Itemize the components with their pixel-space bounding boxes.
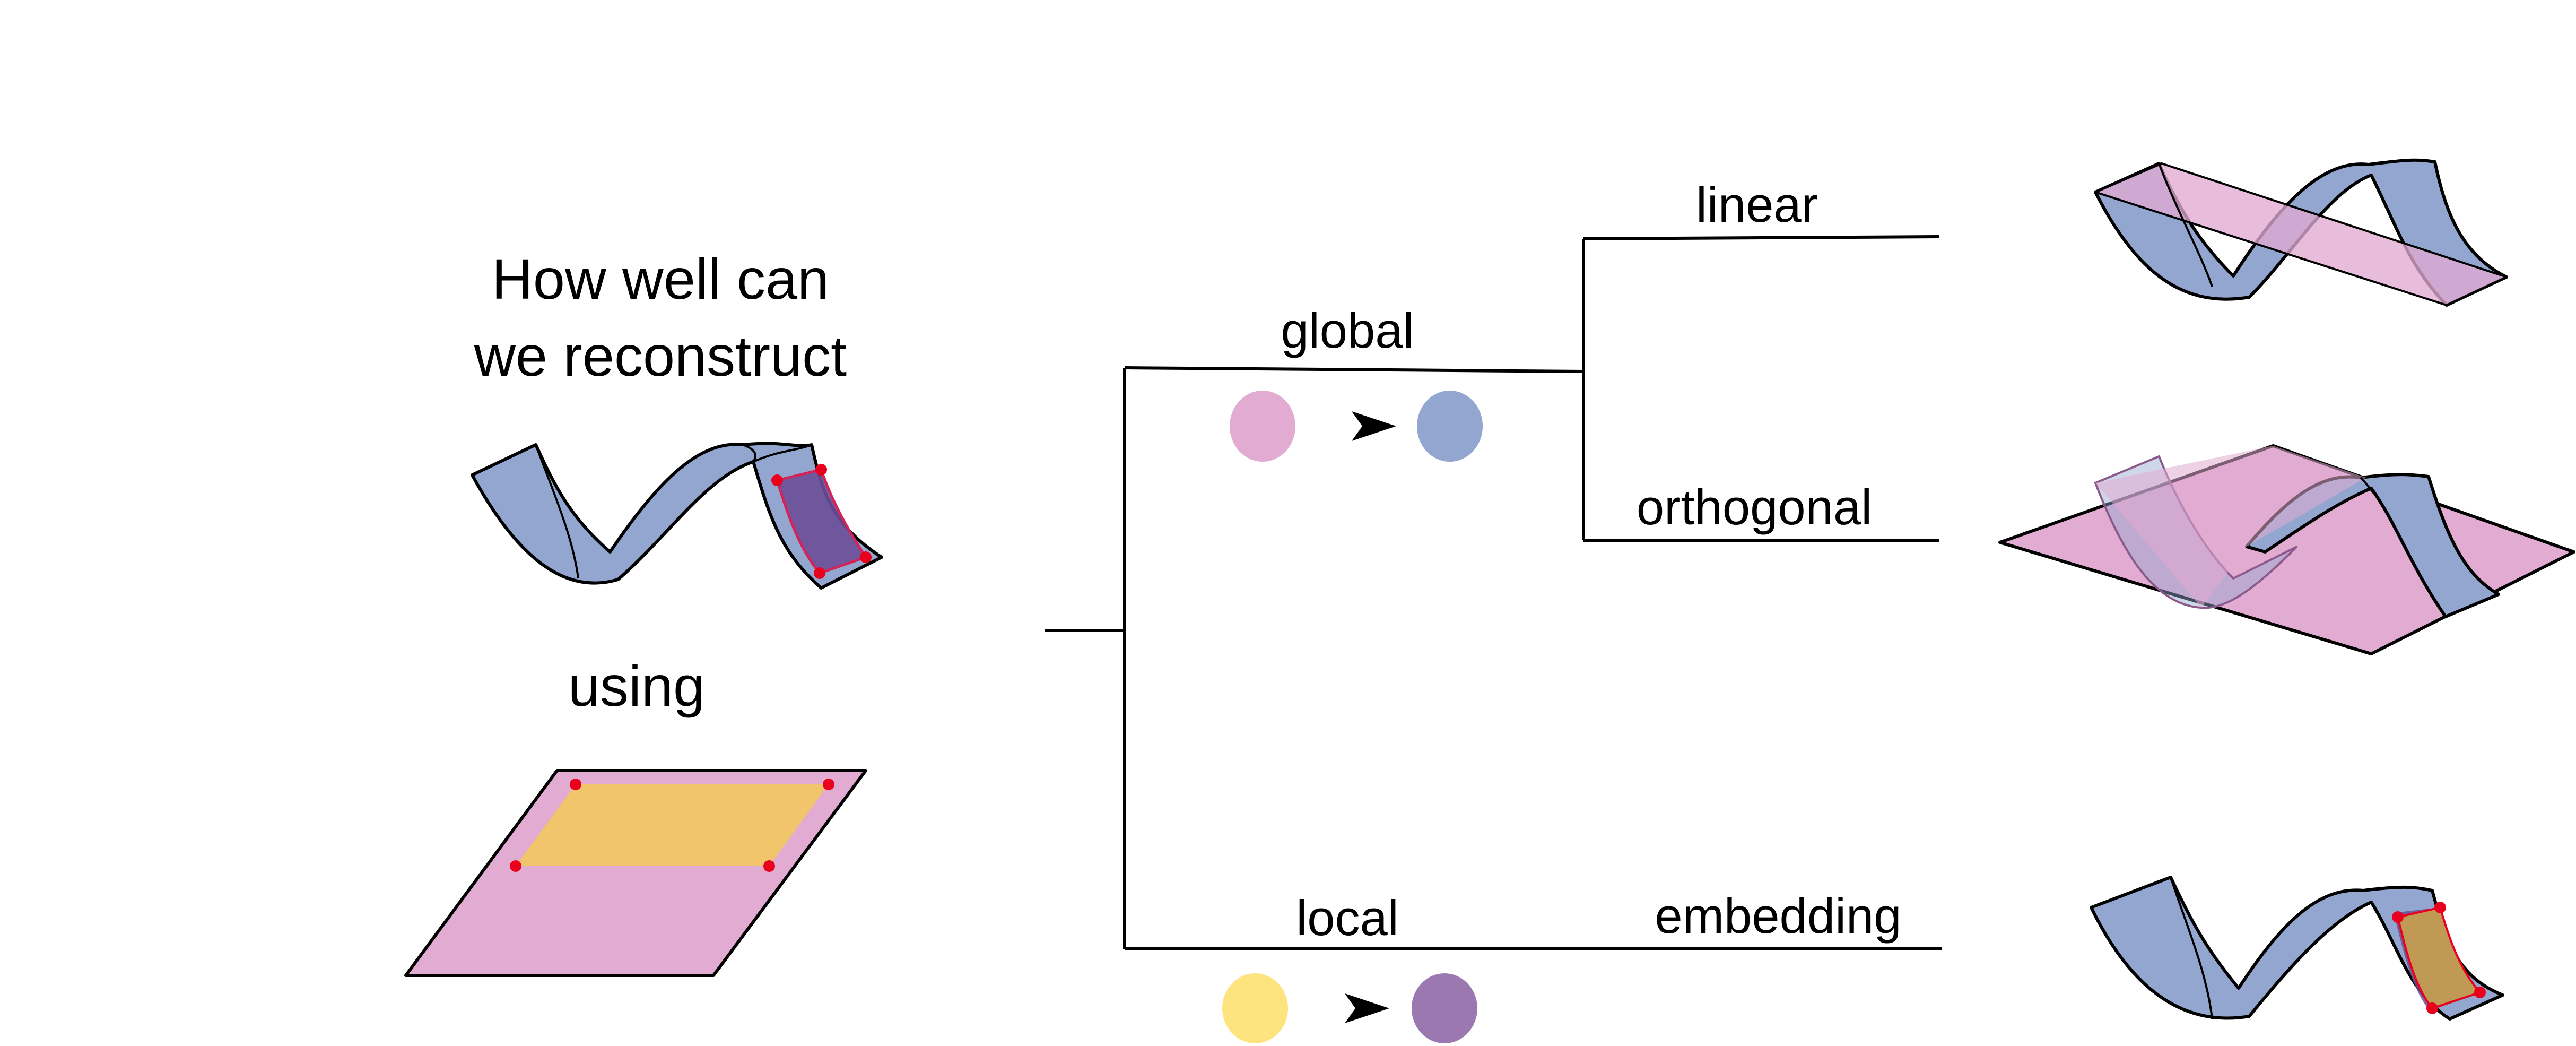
blue-circle [1417,391,1483,462]
orthogonal-reconstruction-figure [1998,444,2575,655]
plane-corner-dot [510,860,521,872]
using-label: using [568,654,705,718]
manifold-fold-line-3 [753,444,812,463]
question-line-1: How well can [492,247,829,311]
patch-corner-dot [771,474,783,486]
embedding-corner-dot [2434,902,2446,913]
manifold-icon [471,442,883,590]
local-mapping [1222,973,1477,1043]
embedding-reconstruction-figure [2090,876,2504,1021]
global-branch [1124,366,1584,373]
plane-icon [404,769,867,977]
embedding-corner-dot [2426,1002,2438,1014]
embedding-corner-dot [2474,987,2486,998]
patch-corner-dot [860,551,872,563]
patch-corner-dot [814,567,825,579]
global-label: global [1281,302,1414,358]
linear-plane [2094,162,2508,306]
local-label: local [1296,890,1398,946]
arrowhead-icon [1352,411,1396,441]
plane-corner-dot [763,860,775,872]
purple-circle [1412,973,1477,1043]
yellow-circle [1222,973,1288,1043]
orthogonal-fold-line [2360,477,2374,494]
plane-patch [516,784,829,866]
decision-tree [1045,235,1942,950]
orthogonal-label: orthogonal [1637,479,1872,535]
linear-fold-line [2158,163,2213,287]
plane-corner-dot [570,779,581,790]
manifold-fold-line-2 [742,444,756,463]
question-line-2: we reconstruct [474,324,847,388]
manifold-fold-line-1 [535,444,579,579]
plane-corner-dot [823,779,834,790]
embedding-patch [2396,906,2482,1010]
arrowhead-icon [1345,993,1389,1023]
patch-corner-dot [815,464,827,476]
embedding-corner-dot [2392,911,2404,923]
linear-branch [1583,235,1939,240]
embedding-label: embedding [1655,888,1901,944]
linear-reconstruction-figure [2094,158,2508,307]
manifold-patch [775,468,868,575]
embedding-fold-line [2170,877,2213,1019]
linear-label: linear [1696,177,1818,232]
orthogonal-plane-overlay [2095,446,2366,608]
pink-circle [1230,391,1295,462]
global-mapping [1230,391,1483,462]
